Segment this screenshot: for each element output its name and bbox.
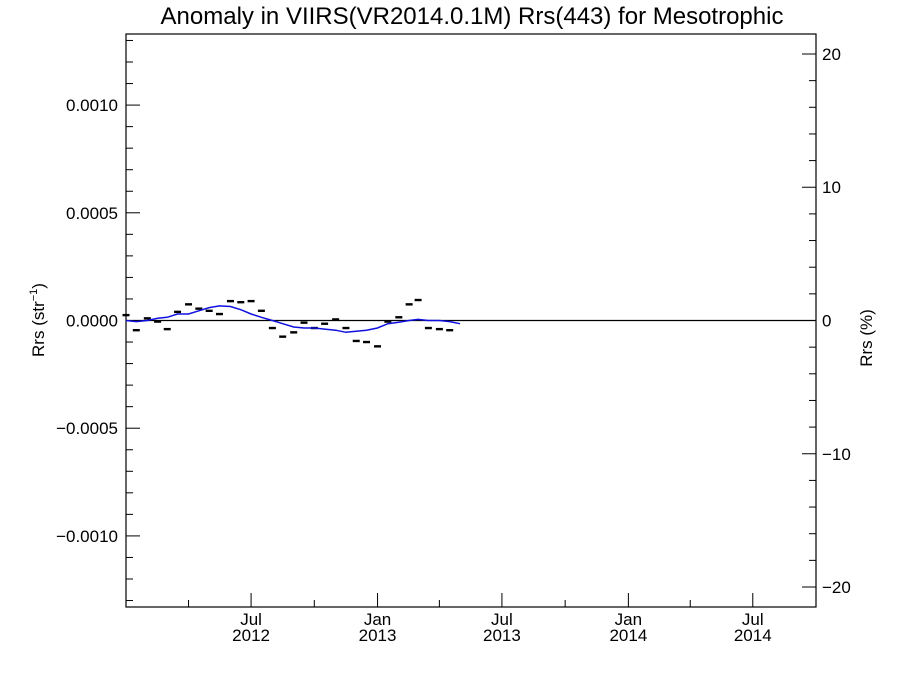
left-tick-label: −0.0005: [56, 419, 118, 438]
left-y-axis-title: Rrs (str−1): [28, 283, 48, 357]
x-tick-label-month: Jan: [364, 610, 391, 629]
left-y-axis-title-close: ): [29, 283, 48, 289]
x-tick-label-month: Jul: [742, 610, 764, 629]
right-tick-label: −10: [822, 445, 851, 464]
smoothed-anomaly-line: [125, 305, 461, 334]
left-tick-label: −0.0010: [56, 527, 118, 546]
x-tick-label-month: Jan: [615, 610, 642, 629]
x-tick-label-year: 2014: [734, 626, 772, 645]
x-tick-label-month: Jul: [240, 610, 262, 629]
series-layer: [122, 298, 461, 348]
x-tick-label-month: Jul: [491, 610, 513, 629]
right-y-axis-title: Rrs (%): [857, 309, 876, 367]
left-y-axis-title-main: Rrs (str: [29, 301, 48, 357]
left-y-axis: 0.0010 0.0005 0.0000 −0.0005 −0.0010: [56, 39, 140, 602]
left-y-axis-title-superscript: −1: [28, 289, 40, 302]
x-tick-label-year: 2013: [359, 626, 397, 645]
x-tick-label-year: 2012: [232, 626, 270, 645]
right-tick-label: −20: [822, 578, 851, 597]
x-tick-label-year: 2014: [609, 626, 647, 645]
left-tick-label: 0.0005: [66, 204, 118, 223]
right-tick-label: 0: [822, 312, 831, 331]
x-tick-label-year: 2013: [483, 626, 521, 645]
chart-title: Anomaly in VIIRS(VR2014.0.1M) Rrs(443) f…: [161, 3, 784, 30]
right-tick-label: 20: [822, 45, 841, 64]
left-tick-label: 0.0010: [66, 96, 118, 115]
right-tick-label: 10: [822, 178, 841, 197]
left-tick-label: 0.0000: [66, 312, 118, 331]
right-y-axis: 20 10 0 −10 −20: [802, 45, 851, 597]
